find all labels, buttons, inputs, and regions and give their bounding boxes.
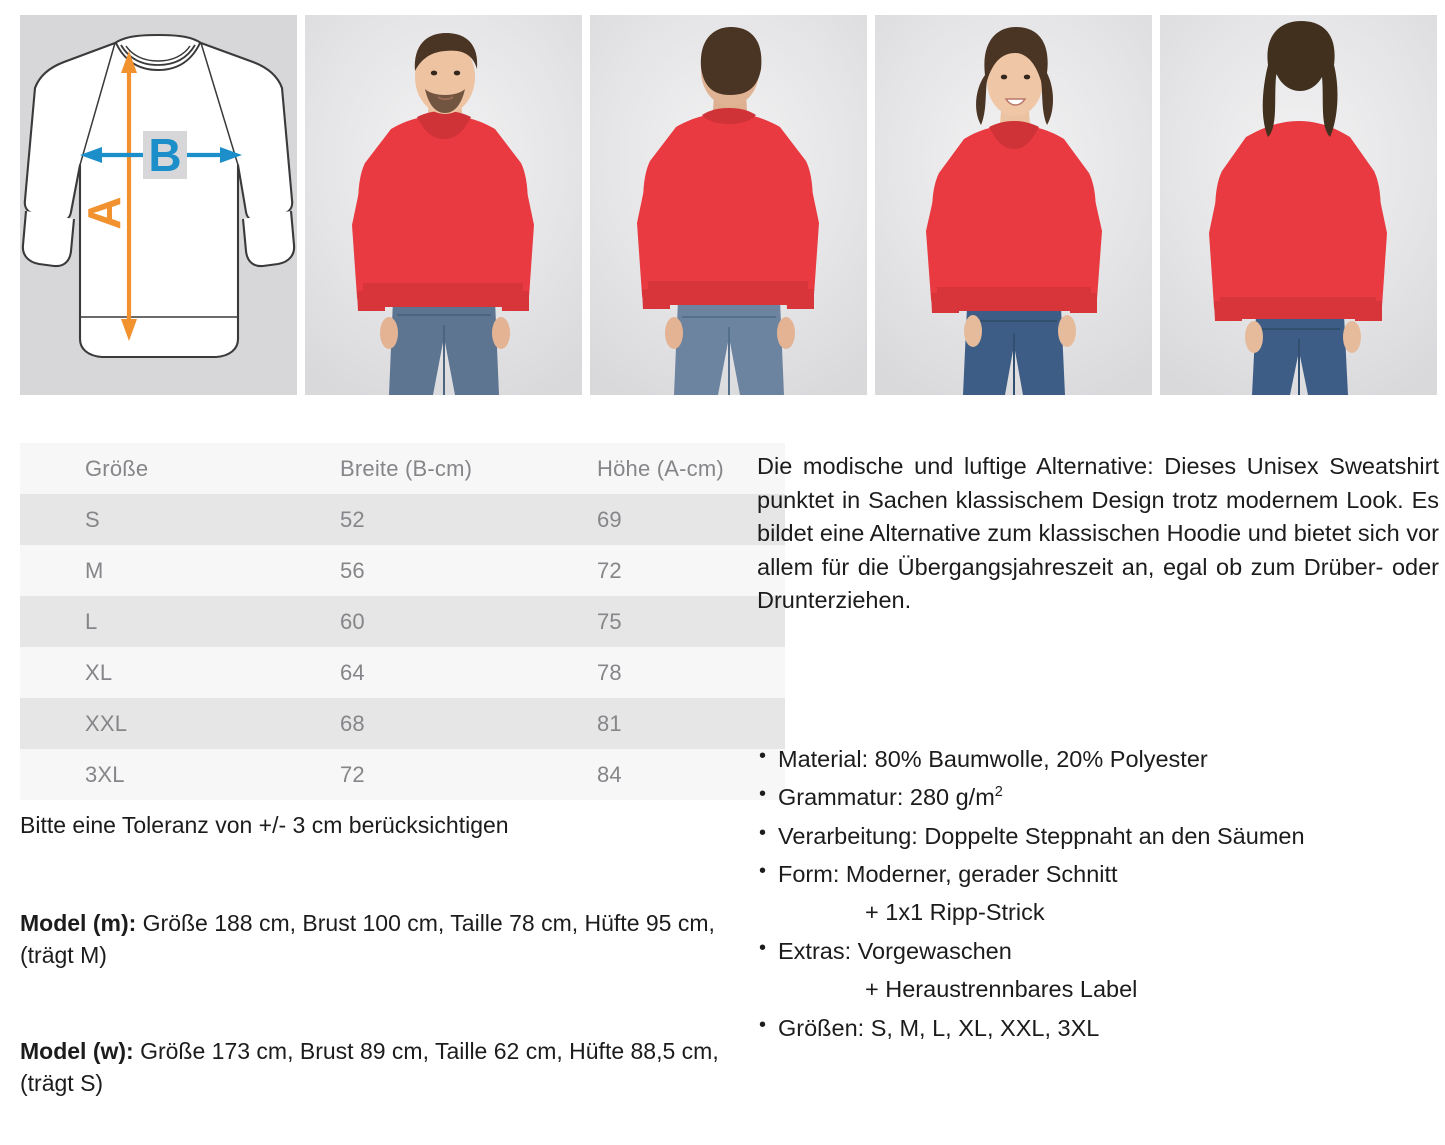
spec-extras: Extras: Vorgewaschen [757,934,1445,968]
photo-model-female-back [1160,15,1437,395]
table-row: XL 64 78 [20,647,785,698]
tolerance-note: Bitte eine Toleranz von +/- 3 cm berücks… [20,812,509,838]
spec-extras-sub: + Heraustrennbares Label [865,976,1138,1003]
photo-model-male-back [590,15,867,395]
header-width: Breite (B-cm) [340,455,473,481]
spec-verarbeitung: Verarbeitung: Doppelte Steppnaht an den … [757,819,1445,853]
sweatshirt-technical-drawing: A B [21,33,296,359]
header-size: Größe [85,455,149,481]
spec-grammatur-text: Grammatur: 280 g/m [778,784,995,811]
cell-width: 56 [340,557,365,583]
model-female-details: Größe 173 cm, Brust 89 cm, Taille 62 cm,… [20,1038,719,1096]
table-row: L 60 75 [20,596,785,647]
spec-groessen: Größen: S, M, L, XL, XXL, 3XL [757,1011,1445,1045]
cell-height: 72 [597,557,622,583]
cell-size: L [85,608,98,634]
cell-height: 69 [597,506,622,532]
spec-form-sub: + 1x1 Ripp-Strick [865,899,1045,926]
cell-height: 81 [597,710,622,736]
cell-size: 3XL [85,761,125,787]
spec-form: Form: Moderner, gerader Schnitt [757,857,1445,891]
table-row: S 52 69 [20,494,785,545]
height-label-a: A [78,196,130,229]
spec-material: Material: 80% Baumwolle, 20% Polyester [757,742,1445,776]
table-row: 3XL 72 84 [20,749,785,800]
model-info-male: Model (m): Größe 188 cm, Brust 100 cm, T… [20,908,720,971]
male-back-figure [637,27,819,395]
male-front-figure [352,33,534,395]
product-image-strip: A B [20,15,1437,395]
size-chart-table: Größe Breite (B-cm) Höhe (A-cm) S 52 69 … [20,443,785,800]
cell-size: M [85,557,104,583]
cell-width: 64 [340,659,365,685]
width-label-b: B [148,129,181,181]
cell-size: XXL [85,710,128,736]
cell-width: 72 [340,761,365,787]
model-male-label: Model (m): [20,910,137,936]
technical-drawing-panel: A B [20,15,297,395]
cell-size: XL [85,659,113,685]
model-male-details: Größe 188 cm, Brust 100 cm, Taille 78 cm… [20,910,715,968]
product-spec-list: Material: 80% Baumwolle, 20% Polyester G… [757,742,1445,1050]
cell-width: 68 [340,710,365,736]
height-measure-arrow-a [121,51,137,341]
header-height: Höhe (A-cm) [597,455,724,481]
female-front-figure [926,27,1102,395]
product-description: Die modische und luftige Alternative: Di… [757,453,1439,614]
table-header-row: Größe Breite (B-cm) Höhe (A-cm) [20,443,785,494]
cell-height: 75 [597,608,622,634]
cell-height: 78 [597,659,622,685]
cell-width: 60 [340,608,365,634]
spec-grammatur-sup: 2 [994,784,1003,801]
model-female-label: Model (w): [20,1038,134,1064]
spec-grammatur: Grammatur: 280 g/m2 [757,780,1445,814]
photo-model-male-front [305,15,582,395]
table-row: M 56 72 [20,545,785,596]
female-back-figure [1209,21,1387,395]
cell-width: 52 [340,506,365,532]
photo-model-female-front [875,15,1152,395]
cell-size: S [85,506,100,532]
table-row: XXL 68 81 [20,698,785,749]
model-info-female: Model (w): Größe 173 cm, Brust 89 cm, Ta… [20,1036,720,1099]
cell-height: 84 [597,761,622,787]
